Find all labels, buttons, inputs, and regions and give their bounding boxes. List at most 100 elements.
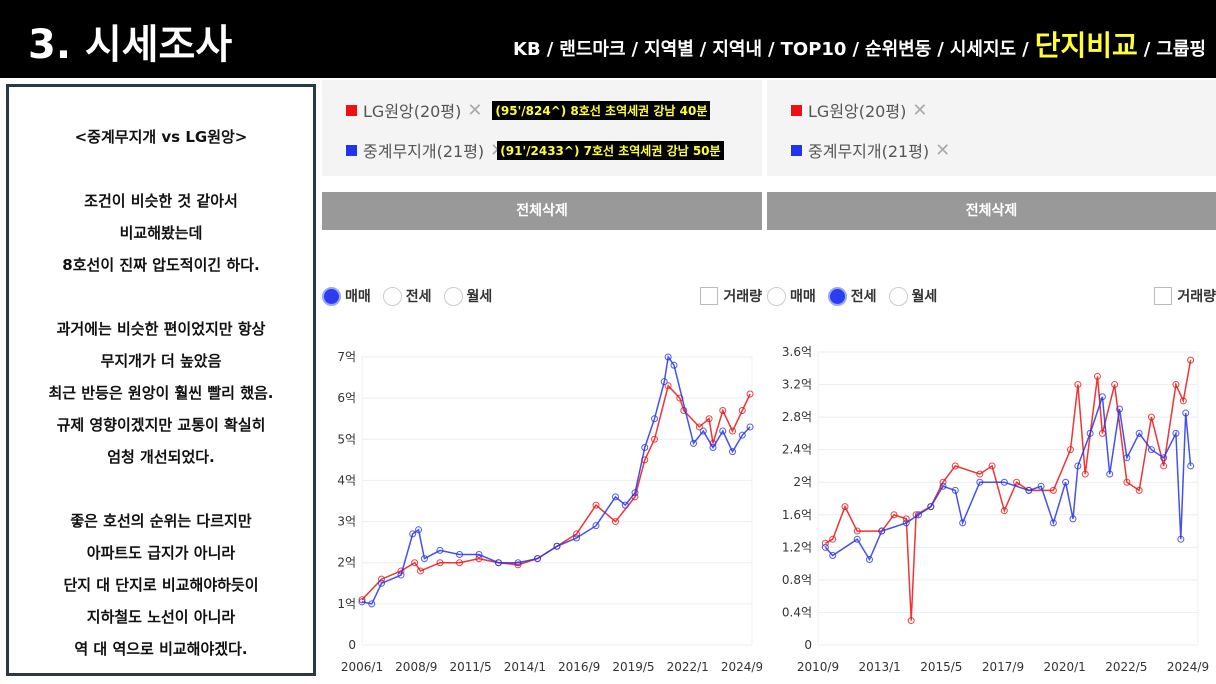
nav-item[interactable]: KB	[513, 39, 541, 60]
price-chart: 0 1억 2억 3억 4억 5억 6억 7억 2006/1 2008/9 2011/5 2014/1 2…	[337, 350, 762, 674]
note-line	[9, 473, 313, 505]
x-tick-label: 2024/9	[1167, 660, 1209, 674]
radio-label: 월세	[466, 289, 493, 305]
nav-item[interactable]: TOP10	[780, 39, 847, 60]
data-point	[1049, 519, 1057, 527]
close-icon[interactable]: ✕	[467, 99, 483, 121]
note-line: 무지개가 더 높았음	[100, 352, 222, 370]
radio-label: 전세	[405, 289, 432, 305]
data-point	[573, 530, 580, 538]
data-point	[841, 503, 849, 511]
series-line-lg	[361, 384, 751, 601]
radio-monthly[interactable]: 월세	[443, 286, 493, 306]
nav-item[interactable]: 지역내	[712, 39, 763, 60]
y-tick-label: 1.2억	[782, 540, 812, 554]
data-point	[670, 361, 678, 369]
volume-checkbox[interactable]: 거래량	[700, 286, 762, 306]
delete-all-button[interactable]: 전체삭제	[322, 192, 762, 230]
radio-button[interactable]	[888, 286, 908, 306]
radio-sale[interactable]: 매매	[322, 286, 371, 306]
volume-label: 거래량	[723, 289, 762, 305]
delete-all-button[interactable]: 전체삭제	[767, 192, 1216, 230]
data-point	[1116, 405, 1124, 413]
complex-name: LG원앙(20평)	[808, 102, 907, 121]
radio-label: 매매	[345, 289, 371, 305]
complex-tags: LG원앙(20평) ✕ 중계무지개(21평) ✕	[767, 80, 1216, 176]
data-point	[705, 415, 713, 423]
radio-jeonse[interactable]: 전세	[382, 286, 432, 306]
nav-item[interactable]: 시세지도	[949, 39, 1017, 60]
data-point	[1069, 515, 1077, 523]
data-point	[1106, 470, 1114, 478]
x-tick-label: 2022/5	[1105, 660, 1147, 674]
data-point	[378, 579, 385, 587]
x-tick-label: 2013/1	[859, 660, 901, 674]
nav-separator: /	[1022, 39, 1029, 60]
complex-note: (95'/824^) 8호선 초역세권 강남 40분	[492, 100, 711, 120]
y-tick-label: 7억	[337, 350, 356, 364]
data-point	[976, 478, 984, 486]
y-tick-label: 3억	[337, 515, 356, 529]
y-tick-label: 0.8억	[782, 573, 812, 587]
nav-item[interactable]: 지역별	[644, 39, 694, 60]
x-tick-label: 2015/5	[920, 660, 962, 674]
data-point	[1074, 381, 1082, 389]
y-tick-label: 3.6억	[782, 345, 812, 359]
data-point	[746, 423, 754, 431]
color-swatch	[346, 104, 357, 116]
radio-label: 매매	[790, 289, 816, 305]
radio-button[interactable]	[322, 286, 341, 306]
data-point	[664, 382, 672, 390]
data-point	[436, 559, 444, 567]
series-line-junggye	[361, 355, 751, 605]
price-type-radios: 매매 전세 월세 거래량	[322, 286, 762, 306]
close-icon[interactable]: ✕	[935, 139, 951, 161]
data-point	[1177, 535, 1185, 543]
data-point	[951, 462, 959, 470]
nav-item[interactable]: 단지비교	[1034, 29, 1138, 62]
data-point	[651, 435, 658, 443]
radio-button[interactable]	[382, 286, 402, 306]
complex-tags: LG원앙(20평) ✕ (95'/824^) 8호선 초역세권 강남 40분 중계무지…	[322, 80, 762, 176]
data-point	[1147, 446, 1155, 454]
nav-item[interactable]: 순위변동	[865, 39, 932, 60]
data-point	[1098, 393, 1106, 401]
data-point	[1123, 478, 1131, 486]
checkbox[interactable]	[700, 287, 719, 305]
nav-separator: /	[937, 39, 944, 60]
data-point	[927, 503, 935, 511]
data-point	[821, 539, 829, 547]
checkbox[interactable]	[1154, 287, 1173, 305]
close-icon[interactable]: ✕	[912, 99, 928, 121]
note-line: 최근 반등은 원앙이 훨씬 빨리 했음.	[48, 384, 274, 402]
complex-tag: LG원앙(20평) ✕	[791, 98, 927, 122]
data-point	[939, 478, 947, 486]
volume-label: 거래량	[1177, 289, 1216, 305]
data-point	[853, 535, 861, 543]
radio-sale[interactable]: 매매	[767, 286, 816, 306]
nav-item[interactable]: 그룹핑	[1156, 39, 1206, 60]
note-line	[9, 281, 313, 313]
x-tick-label: 2014/1	[504, 660, 546, 674]
radio-button[interactable]	[443, 286, 463, 306]
radio-button[interactable]	[827, 286, 847, 306]
data-point	[915, 511, 923, 519]
radio-monthly[interactable]: 월세	[888, 286, 937, 306]
nav-separator: /	[631, 39, 639, 60]
plot-area	[817, 351, 1199, 646]
data-point	[1062, 478, 1070, 486]
x-tick-label: 2022/1	[667, 660, 709, 674]
volume-checkbox[interactable]: 거래량	[1154, 286, 1216, 306]
header: 3. 시세조사 KB / 랜드마크 / 지역별 / 지역내 / TOP10/순위변동 / 시세지도 /…	[0, 0, 1216, 78]
data-point	[573, 534, 580, 542]
nav-item[interactable]: 랜드마크	[559, 39, 626, 60]
comparison-panel-jeonse: LG원앙(20평) ✕ 중계무지개(21평) ✕ 전체삭제 매매 전세 월세 거래량 0 0.4억 0…	[767, 80, 1216, 680]
nav-separator: /	[1143, 39, 1151, 60]
data-point	[1179, 397, 1187, 405]
note-line: 역 대 역으로 비교해야겠다.	[74, 640, 248, 658]
x-tick-label: 2017/9	[982, 660, 1024, 674]
data-point	[368, 600, 376, 608]
radio-jeonse[interactable]: 전세	[827, 286, 877, 306]
radio-button[interactable]	[767, 286, 786, 306]
note-line: 아파트도 급지가 아니라	[86, 544, 236, 562]
